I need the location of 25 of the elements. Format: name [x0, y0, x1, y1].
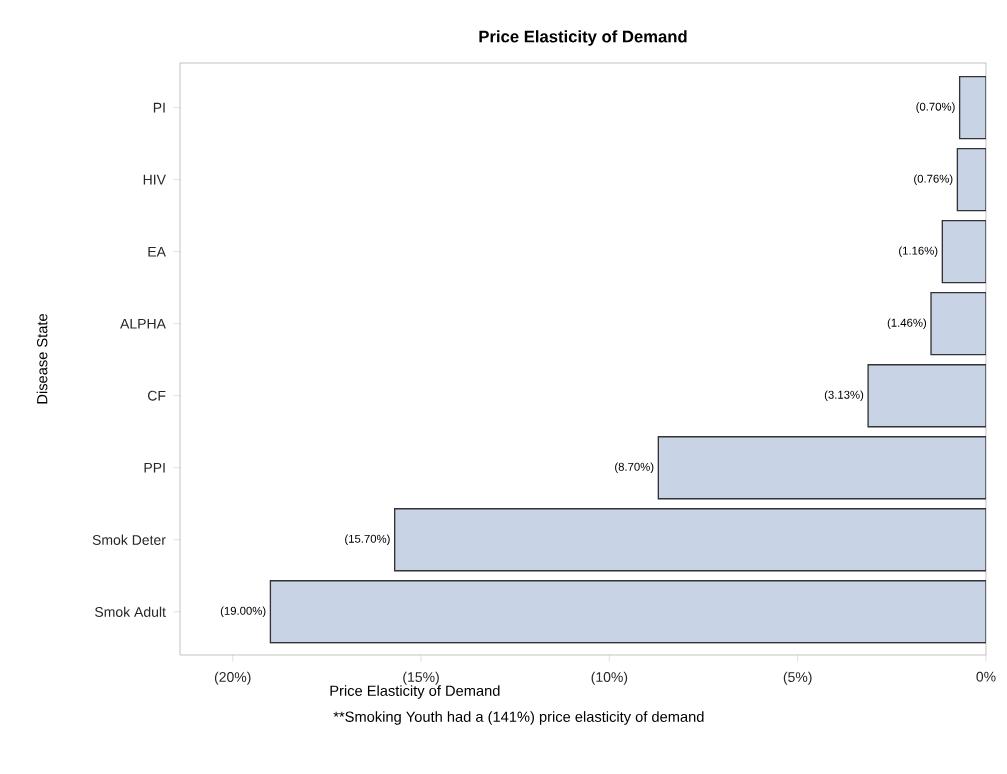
chart-title: Price Elasticity of Demand — [479, 30, 687, 46]
y-axis-title: Disease State — [36, 314, 48, 404]
y-tick-label: PI — [153, 102, 165, 113]
text: **Smoking Youth had a (141%) price elasticity of demand — [333, 711, 704, 725]
x-axis-title: Price Elasticity of Demand — [330, 685, 500, 699]
x-tick-label: 0% — [976, 671, 996, 682]
x-tick-label: (5%) — [783, 671, 812, 685]
data-label: (8.70%) — [615, 462, 654, 474]
y-tick-label: HIV — [143, 174, 166, 185]
y-tick-label: ALPHA — [120, 318, 166, 329]
data-label: (0.76%) — [914, 174, 953, 185]
data-label: (1.16%) — [899, 246, 938, 257]
data-label: (19.00%) — [220, 606, 266, 618]
x-tick-label: (20%) — [214, 671, 251, 685]
y-tick-label: Smok Deter — [92, 534, 166, 545]
x-tick-label: (15%) — [403, 671, 439, 685]
y-tick-label: Smok Adult — [95, 606, 166, 617]
data-label: (1.46%) — [887, 318, 927, 329]
data-label: (0.70%) — [916, 102, 955, 113]
x-tick-label: (10%) — [591, 671, 628, 685]
y-tick-label: CF — [148, 390, 166, 401]
data-label: (3.13%) — [824, 390, 864, 401]
data-label: (15.70%) — [345, 534, 390, 546]
y-tick-label: PPI — [144, 462, 165, 473]
y-tick-label: EA — [148, 246, 166, 257]
